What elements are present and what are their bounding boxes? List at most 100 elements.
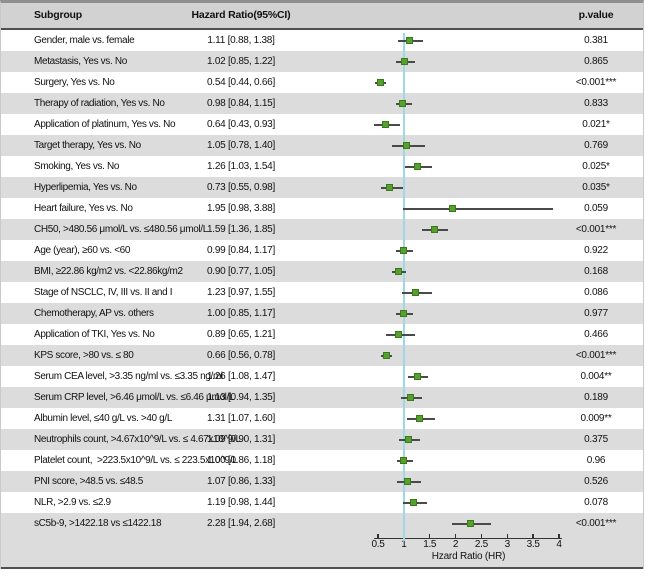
hr-ci-value: 0.89 [0.65, 1.21] [206,329,276,340]
x-axis: 0.5 1 1.5 2 2.5 3 3.5 4 Hzard Ratio (HR) [1,534,643,569]
table-row: Chemotherapy, AP vs. others 1.00 [0.85, 1… [1,303,643,324]
x-axis-tick [558,534,560,538]
p-value: 0.059 [584,203,608,214]
p-value: 0.865 [584,56,608,67]
hr-point-marker [403,478,411,485]
x-axis-tick [480,534,483,538]
x-axis-tick [377,534,379,538]
hr-point-marker [381,121,389,128]
subgroup-label: Metastasis, Yes vs. No [34,56,127,67]
subgroup-label: Application of TKI, Yes vs. No [34,329,155,340]
hr-point-marker [402,142,410,149]
x-axis-title: Hzard Ratio (HR) [431,551,506,562]
p-value: 0.526 [584,476,608,487]
p-value: 0.922 [584,245,608,256]
subgroup-label: Chemotherapy, AP vs. others [34,308,154,319]
table-row: Target therapy, Yes vs. No 1.05 [0.78, 1.… [1,135,643,156]
table-row: BMI, ≥22.86 kg/m2 vs. <22.86kg/m2 0.90 [0… [1,261,643,282]
table-row: Metastasis, Yes vs. No 1.02 [0.85, 1.22] 0… [1,51,643,72]
table-header: Subgroup Hazard Ratio(95%CI) p.value [1,3,643,30]
table-row: Application of platinum, Yes vs. No 0.64 … [1,114,643,135]
x-axis-tick [428,534,431,538]
subgroup-label: PNI score, >48.5 vs. ≤48.5 [34,476,143,487]
p-value: <0.001*** [575,518,617,529]
hr-ci-value: 1.00 [0.85, 1.17] [206,308,276,319]
subgroup-label: Age (year), ≥60 vs. <60 [34,245,131,256]
hr-ci-value: 1.26 [1.08, 1.47] [206,371,276,382]
x-axis-tick-label: 2.5 [474,539,488,550]
hr-ci-value: 1.13 [0.94, 1.35] [206,392,276,403]
reference-line [402,33,405,541]
p-value: <0.001*** [575,224,617,235]
p-value: 0.466 [584,329,608,340]
table-body: Gender, male vs. female 1.11 [0.88, 1.38]… [1,30,643,534]
x-axis-tick [454,534,457,538]
subgroup-label: Hyperlipemia, Yes vs. No [34,182,137,193]
hr-ci-value: 1.26 [1.03, 1.54] [206,161,276,172]
subgroup-label: Serum CRP level, >6.46 μmol/L vs. ≤6.46 … [34,392,235,403]
hr-ci-value: 0.73 [0.55, 0.98] [206,182,276,193]
x-axis-tick [506,534,509,538]
x-axis-tick-label: 0.5 [371,539,385,550]
column-header-subgroup: Subgroup [34,9,82,21]
hr-point-marker [410,499,418,506]
x-axis-tick-label: 1 [401,539,407,550]
table-row: Surgery, Yes vs. No 0.54 [0.44, 0.66] <0.0… [1,72,643,93]
p-value: 0.025* [582,161,610,172]
table-row: Stage of NSCLC, IV, III vs. II and I 1.23… [1,282,643,303]
subgroup-label: Stage of NSCLC, IV, III vs. II and I [34,287,173,298]
table-row: Neutrophils count, >4.67x10^9/L vs. ≤ 4.… [1,429,643,450]
hr-point-marker [394,331,402,338]
x-axis-tick-label: 4 [556,539,562,550]
table-row: KPS score, >80 vs. ≤ 80 0.66 [0.56, 0.78]… [1,345,643,366]
hr-ci-value: 1.31 [1.07, 1.60] [206,413,276,424]
hr-point-marker [413,373,421,380]
x-axis-line [374,537,562,539]
p-value: <0.001*** [575,77,617,88]
hr-point-marker [406,37,414,44]
subgroup-label: BMI, ≥22.86 kg/m2 vs. <22.86kg/m2 [34,266,183,277]
p-value: 0.078 [584,497,608,508]
x-axis-tick-label: 3 [504,539,511,550]
p-value: 0.189 [584,392,608,403]
p-value: 0.035* [582,182,610,193]
ci-line [402,207,553,210]
subgroup-label: Therapy of radiation, Yes vs. No [34,98,165,109]
subgroup-label: Albumin level, ≤40 g/L vs. >40 g/L [34,413,173,424]
hr-point-marker [382,352,390,359]
hr-point-marker [401,58,409,65]
p-value: 0.086 [584,287,608,298]
x-axis-tick-label: 3.5 [526,539,540,550]
subgroup-label: Neutrophils count, >4.67x10^9/L vs. ≤ 4.… [34,434,241,445]
table-row: PNI score, >48.5 vs. ≤48.5 1.07 [0.86, 1.… [1,471,643,492]
hr-point-marker [412,289,420,296]
p-value: <0.001*** [575,350,617,361]
hr-point-marker [395,268,403,275]
table-row: Age (year), ≥60 vs. <60 0.99 [0.84, 1.17]… [1,240,643,261]
hr-ci-value: 1.02 [0.85, 1.22] [206,56,276,67]
hr-ci-value: 1.23 [0.97, 1.55] [206,287,276,298]
column-header-p-value: p.value [578,9,614,21]
subgroup-label: Gender, male vs. female [34,35,135,46]
subgroup-label: Smoking, Yes vs. No [34,161,120,172]
table-row: sC5b-9, >1422.18 vs ≤1422.18 2.28 [1.94, … [1,513,643,534]
hr-ci-value: 1.19 [0.98, 1.44] [206,497,276,508]
table-row: Smoking, Yes vs. No 1.26 [1.03, 1.54] 0.02… [1,156,643,177]
subgroup-label: KPS score, >80 vs. ≤ 80 [34,350,134,361]
table-row: NLR, >2.9 vs. ≤2.9 1.19 [0.98, 1.44] 0.078 [1,492,643,513]
hr-ci-value: 0.98 [0.84, 1.15] [206,98,276,109]
subgroup-label: Heart failure, Yes vs. No [34,203,133,214]
subgroup-label: Surgery, Yes vs. No [34,77,115,88]
hr-point-marker [386,184,394,191]
hr-ci-value: 1.11 [0.88, 1.38] [207,35,275,46]
subgroup-label: Platelet count, >223.5x10^9/L vs. ≤ 223.… [34,455,238,466]
hr-point-marker [400,310,408,317]
hr-ci-value: 1.59 [1.36, 1.85] [206,224,276,235]
p-value: 0.375 [584,434,608,445]
hr-ci-value: 1.07 [0.86, 1.33] [206,476,276,487]
hr-point-marker [413,163,421,170]
hr-point-marker [430,226,438,233]
hr-ci-value: 1.05 [0.78, 1.40] [206,140,276,151]
x-axis-tick [532,534,534,538]
